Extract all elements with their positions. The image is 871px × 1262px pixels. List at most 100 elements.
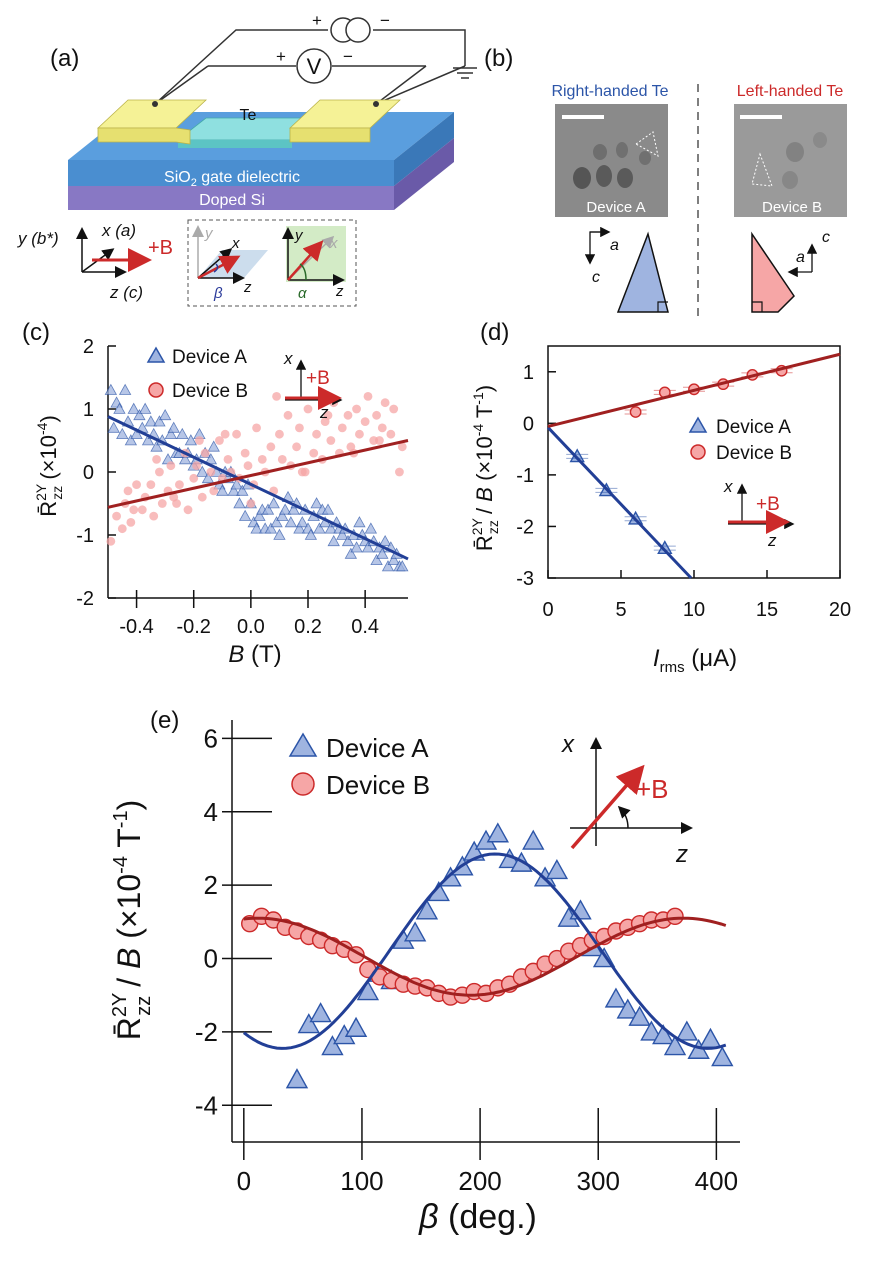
left-contact-front [97, 127, 191, 145]
inset-e: x +B z [561, 731, 693, 868]
data-point-device-a [176, 427, 189, 440]
data-point-device-b [169, 492, 179, 502]
data-point-device-a [370, 553, 383, 565]
xlabel-d: Irms (μA) [653, 645, 737, 676]
data-point-device-a [270, 516, 283, 528]
data-point-device-a [124, 434, 138, 446]
alpha-y-label: y [294, 227, 304, 244]
inset-y-label: y [204, 225, 214, 242]
axis-y-label: y (b*) [17, 229, 59, 248]
panel-label-d: (d) [480, 319, 509, 346]
inset-x-label: x [231, 235, 240, 252]
beta-label: β [213, 285, 223, 302]
data-point-device-a [287, 503, 300, 515]
data-point-device-b [157, 499, 167, 508]
data-point-device-b [166, 461, 176, 471]
ylabel-e: R̄2Y zz / B (×10-4 T-1) [109, 800, 155, 1041]
panel-label-e: (e) [150, 707, 179, 734]
data-point-device-a [267, 497, 280, 509]
data-point-device-b [323, 410, 333, 420]
data-point-device-a [361, 541, 375, 553]
ground-icon [453, 67, 477, 79]
x-tick-label: 100 [340, 1166, 383, 1196]
axis-c-left: c [822, 229, 830, 246]
data-point-device-a [233, 497, 246, 509]
data-point-device-b [309, 448, 319, 458]
scale-bar-a [562, 115, 604, 119]
y-tick-label: 0 [204, 944, 218, 974]
data-point-device-b [666, 907, 684, 926]
data-point-device-a [264, 522, 278, 534]
y-tick-label: 1 [83, 399, 94, 421]
data-point-device-a [545, 859, 569, 880]
data-point-device-b [223, 455, 233, 464]
data-point-device-b [257, 455, 267, 464]
y-tick-label: -2 [516, 516, 534, 538]
right-contact-front [289, 127, 371, 143]
panel-d: (d) 0 5 10 15 20 -3 -2 -1 0 1 R̄2Yzz / B (×10-4 T… [469, 319, 851, 676]
data-point-device-a [133, 408, 146, 421]
x-tick-label: 5 [615, 599, 626, 621]
data-point-device-a [309, 1002, 332, 1023]
data-point-device-a [278, 503, 292, 515]
y-tick-label: 1 [523, 362, 534, 384]
data-point-device-b [312, 429, 321, 439]
legend-c: Device A Device B [146, 346, 248, 402]
data-point-device-a [356, 980, 380, 1001]
panel-label-b: (b) [484, 45, 513, 72]
data-point-device-a [663, 1035, 687, 1056]
data-point-device-b [117, 524, 127, 534]
data-point-device-b [295, 423, 304, 433]
grain [786, 142, 804, 162]
data-point-device-b [375, 436, 384, 445]
data-point-device-b [206, 467, 216, 477]
ylabel-c: R̄2Yzz (×10-4) [33, 415, 65, 517]
data-point-device-b [192, 461, 201, 471]
y-tick-label: -3 [516, 568, 534, 590]
grain [593, 144, 607, 160]
alpha-label: α [298, 285, 307, 302]
legend-d: Device A Device B [688, 416, 792, 464]
data-point-device-a [313, 522, 326, 534]
data-point-device-a [201, 471, 215, 484]
data-point-device-b [232, 429, 241, 439]
data-point-device-a [353, 516, 366, 528]
legend-d-circle [690, 444, 706, 460]
axis-a-right: a [610, 237, 619, 254]
data-point-device-a [350, 541, 363, 553]
alpha-arc [299, 263, 307, 281]
data-point-device-a [164, 427, 178, 440]
data-point-device-a [276, 509, 289, 521]
data-point-device-b [395, 467, 404, 477]
inset-e-z: z [675, 841, 688, 868]
data-point-device-b [352, 404, 361, 414]
data-point-device-b [132, 480, 141, 489]
y-tick-label: 6 [204, 723, 218, 753]
dielectric-side [394, 112, 454, 186]
probe-dot-right [373, 101, 379, 107]
crystal-axes-right [584, 226, 611, 265]
data-point-device-a [711, 1046, 734, 1067]
data-point-device-a [153, 415, 166, 427]
data-point-device-a [107, 421, 120, 433]
voltmeter-plus: + [276, 47, 286, 66]
data-point-device-a [207, 440, 220, 452]
data-point-device-a [324, 522, 338, 534]
grain [639, 151, 651, 165]
data-point-device-a [118, 383, 132, 395]
data-point-device-a [104, 383, 118, 395]
data-point-device-a [378, 534, 392, 547]
grain [616, 142, 628, 158]
voltmeter-icon [296, 48, 332, 84]
crystal-outline-a [635, 131, 659, 157]
data-point-device-b [363, 392, 373, 401]
data-point-device-a [387, 553, 400, 565]
data-point-device-a [144, 415, 158, 427]
legend-e-triangle [288, 732, 318, 757]
data-point-device-b [292, 442, 301, 452]
right-angle-mark [752, 301, 763, 312]
x-tick-label: 0 [542, 599, 553, 621]
x-tick-label: 0 [237, 1166, 251, 1196]
legend-d-device-a: Device A [716, 417, 791, 438]
x-tick-label: 20 [829, 599, 851, 621]
